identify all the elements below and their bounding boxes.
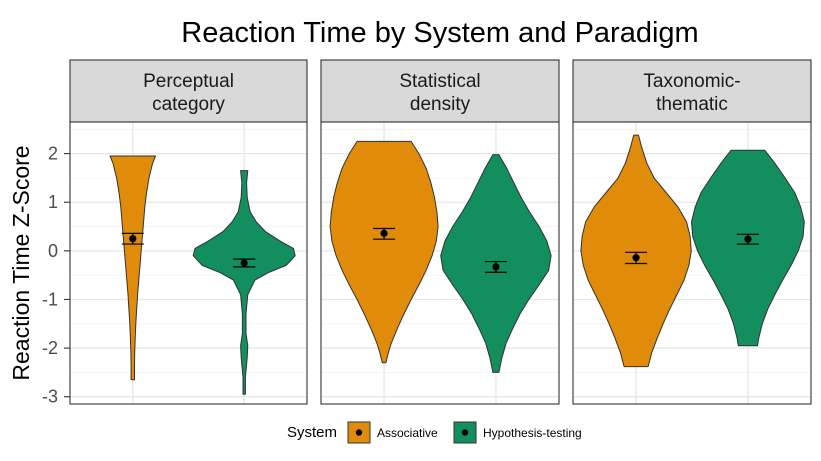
mean-point-hypothesis-testing <box>240 259 248 267</box>
chart-title: Reaction Time by System and Paradigm <box>181 17 698 49</box>
facet-strip-label: Statistical <box>399 71 480 92</box>
violin-associative <box>580 134 692 368</box>
y-tick-label: -3 <box>42 387 58 407</box>
legend-label-associative: Associative <box>377 426 438 440</box>
facet-panel-taxonomic-thematic: Taxonomic-thematic <box>572 59 812 405</box>
facet-strip-label: Taxonomic- <box>643 71 740 92</box>
violin-associative <box>329 140 439 364</box>
legend: System Associative Hypothesis-testing <box>287 421 582 444</box>
mean-point-associative <box>632 254 640 262</box>
y-tick-label: 0 <box>48 241 58 261</box>
mean-point-hypothesis-testing <box>492 263 500 271</box>
legend-title: System <box>287 424 337 441</box>
legend-item-associative: Associative <box>347 421 438 444</box>
facet-panels: PerceptualcategoryStatisticaldensityTaxo… <box>69 59 812 405</box>
y-tick-label: 1 <box>48 192 58 212</box>
legend-key-dot-associative <box>355 429 363 436</box>
facet-strip-label: thematic <box>656 94 728 115</box>
y-tick-label: -1 <box>42 289 58 309</box>
facet-strip-label: Perceptual <box>143 71 234 92</box>
y-axis-label: Reaction Time Z-Score <box>8 145 34 380</box>
mean-point-hypothesis-testing <box>744 235 752 243</box>
facet-strip-label: category <box>152 94 225 115</box>
y-axis: 2 1 0 -1 -2 -3 <box>42 144 70 407</box>
panel-border <box>572 121 812 405</box>
facet-strip <box>320 59 560 123</box>
violin-hypothesis-testing <box>691 149 805 347</box>
mean-point-associative <box>380 229 388 237</box>
violin-associative <box>109 155 157 381</box>
panel-border <box>69 121 308 405</box>
mean-point-associative <box>129 235 137 243</box>
legend-label-hypothesis-testing: Hypothesis-testing <box>483 426 582 440</box>
violin-hypothesis-testing <box>192 170 296 395</box>
y-tick-label: -2 <box>42 338 58 358</box>
legend-item-hypothesis-testing: Hypothesis-testing <box>453 421 582 444</box>
y-tick-label: 2 <box>48 144 58 164</box>
panel-border <box>320 121 560 405</box>
facet-strip <box>572 59 812 123</box>
facet-strip-label: density <box>410 94 471 115</box>
legend-key-dot-hypothesis-testing <box>461 429 469 436</box>
